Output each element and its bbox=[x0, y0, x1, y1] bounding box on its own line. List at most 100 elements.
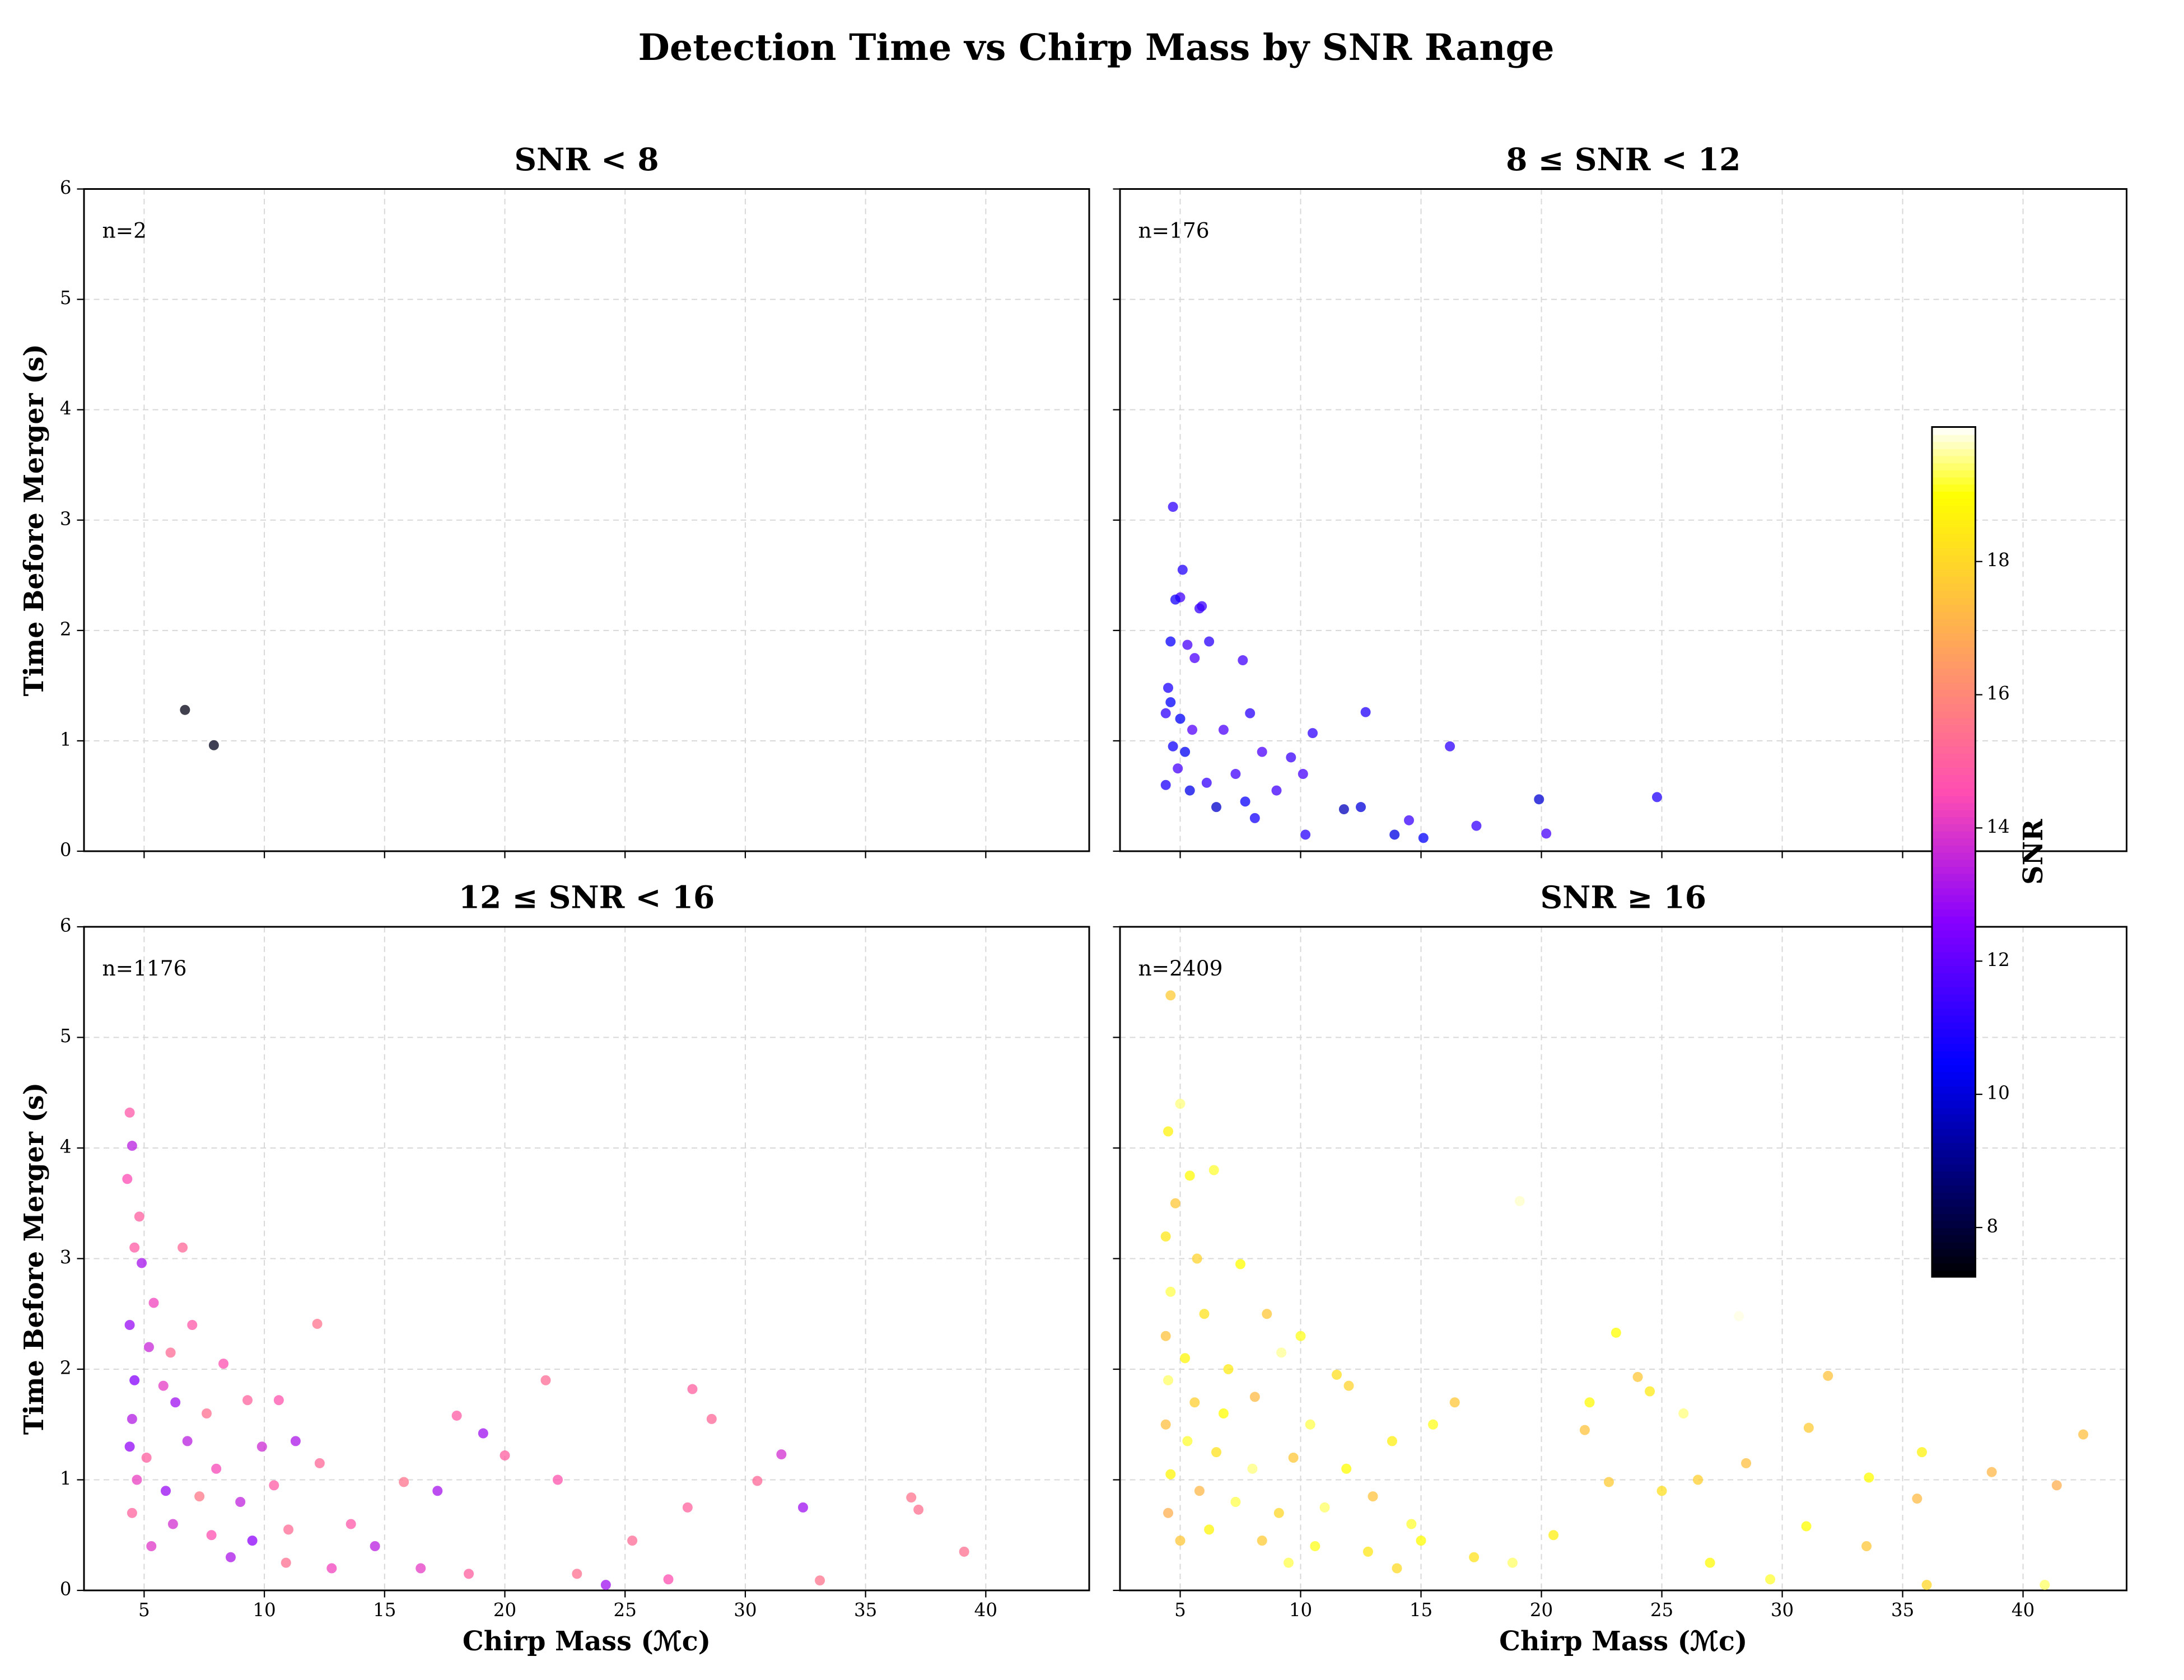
point bbox=[1218, 725, 1229, 735]
point bbox=[1201, 777, 1212, 788]
colorbar-swatch bbox=[1932, 1206, 1976, 1214]
annotation: n=2409 bbox=[1138, 956, 1223, 981]
point bbox=[129, 1375, 140, 1385]
point bbox=[416, 1563, 426, 1574]
colorbar-swatch bbox=[1932, 554, 1976, 563]
colorbar-swatch bbox=[1932, 788, 1976, 796]
point bbox=[600, 1580, 611, 1590]
point bbox=[206, 1530, 217, 1541]
colorbar-swatch bbox=[1932, 972, 1976, 981]
point bbox=[797, 1502, 808, 1513]
colorbar-swatch bbox=[1932, 491, 1976, 499]
colorbar-tick-label: 12 bbox=[1987, 949, 2010, 970]
colorbar-swatch bbox=[1932, 455, 1976, 464]
point bbox=[663, 1574, 674, 1585]
colorbar-tick-label: 10 bbox=[1987, 1082, 2010, 1104]
x-tick-label: 5 bbox=[1174, 1599, 1186, 1621]
point bbox=[1192, 1253, 1202, 1264]
point bbox=[148, 1298, 159, 1308]
colorbar-swatch bbox=[1932, 809, 1976, 818]
colorbar-swatch bbox=[1932, 1248, 1976, 1257]
point bbox=[1235, 1259, 1246, 1270]
point bbox=[399, 1477, 409, 1487]
point bbox=[312, 1319, 323, 1329]
point bbox=[815, 1575, 825, 1586]
colorbar-swatch bbox=[1932, 802, 1976, 810]
colorbar-swatch bbox=[1932, 710, 1976, 718]
colorbar-swatch bbox=[1932, 993, 1976, 1002]
colorbar-swatch bbox=[1932, 597, 1976, 605]
colorbar-swatch bbox=[1932, 441, 1976, 449]
point bbox=[1693, 1474, 1704, 1485]
point bbox=[194, 1491, 205, 1502]
point bbox=[1305, 1419, 1315, 1430]
point bbox=[1218, 1408, 1229, 1418]
point bbox=[1356, 802, 1366, 813]
colorbar-swatch bbox=[1932, 497, 1976, 506]
point bbox=[1428, 1419, 1439, 1430]
point bbox=[1163, 1375, 1174, 1385]
point bbox=[1332, 1369, 1342, 1380]
point bbox=[1184, 1170, 1195, 1181]
point bbox=[1249, 1392, 1260, 1402]
point bbox=[500, 1450, 510, 1461]
point bbox=[134, 1211, 144, 1222]
point bbox=[1645, 1386, 1655, 1397]
point bbox=[242, 1395, 253, 1406]
point bbox=[1284, 1557, 1294, 1568]
point bbox=[1230, 769, 1241, 780]
point bbox=[1418, 833, 1429, 843]
point bbox=[158, 1380, 169, 1391]
colorbar-swatch bbox=[1932, 858, 1976, 867]
point bbox=[127, 1141, 137, 1151]
colorbar-swatch bbox=[1932, 1021, 1976, 1030]
colorbar-swatch bbox=[1932, 738, 1976, 747]
y-tick-label: 1 bbox=[60, 1468, 72, 1489]
colorbar-swatch bbox=[1932, 1085, 1976, 1094]
colorbar-swatch bbox=[1932, 434, 1976, 442]
colorbar-swatch bbox=[1932, 922, 1976, 931]
colorbar-swatch bbox=[1932, 590, 1976, 598]
point bbox=[1175, 713, 1186, 724]
point bbox=[1341, 1463, 1352, 1474]
point bbox=[1469, 1552, 1480, 1562]
colorbar-swatch bbox=[1932, 483, 1976, 492]
colorbar-swatch bbox=[1932, 844, 1976, 853]
colorbar: 8 10 12 14 16 18 SNR bbox=[1931, 426, 2049, 1278]
point bbox=[1170, 1198, 1180, 1208]
colorbar-swatch bbox=[1932, 675, 1976, 683]
colorbar-swatch bbox=[1932, 1043, 1976, 1051]
point bbox=[1187, 725, 1198, 735]
point bbox=[1211, 1447, 1222, 1458]
point bbox=[208, 740, 219, 750]
annotation: n=2 bbox=[102, 218, 147, 243]
point bbox=[1271, 785, 1282, 796]
point bbox=[1389, 829, 1400, 840]
colorbar-swatch bbox=[1932, 1128, 1976, 1136]
point bbox=[1705, 1557, 1715, 1568]
point bbox=[706, 1413, 717, 1424]
point bbox=[1163, 1126, 1174, 1137]
colorbar-swatch bbox=[1932, 1029, 1976, 1037]
x-tick-label: 40 bbox=[974, 1599, 997, 1621]
annotation: n=1176 bbox=[102, 956, 187, 981]
point bbox=[1168, 502, 1178, 512]
colorbar-swatch bbox=[1932, 880, 1976, 888]
colorbar-swatch bbox=[1932, 1121, 1976, 1129]
colorbar-swatch bbox=[1932, 1071, 1976, 1080]
point bbox=[1163, 1508, 1174, 1518]
colorbar-swatch bbox=[1932, 1015, 1976, 1023]
point bbox=[1189, 1397, 1200, 1408]
point bbox=[1204, 1524, 1215, 1535]
colorbar-swatch bbox=[1932, 660, 1976, 669]
colorbar-swatch bbox=[1932, 724, 1976, 732]
x-tick-label: 15 bbox=[1410, 1599, 1432, 1621]
point bbox=[1194, 1486, 1205, 1496]
colorbar-swatch bbox=[1932, 469, 1976, 478]
colorbar-swatch bbox=[1932, 1192, 1976, 1200]
y-tick-label: 6 bbox=[60, 915, 72, 936]
point bbox=[1257, 1536, 1267, 1546]
colorbar-swatch bbox=[1932, 604, 1976, 612]
